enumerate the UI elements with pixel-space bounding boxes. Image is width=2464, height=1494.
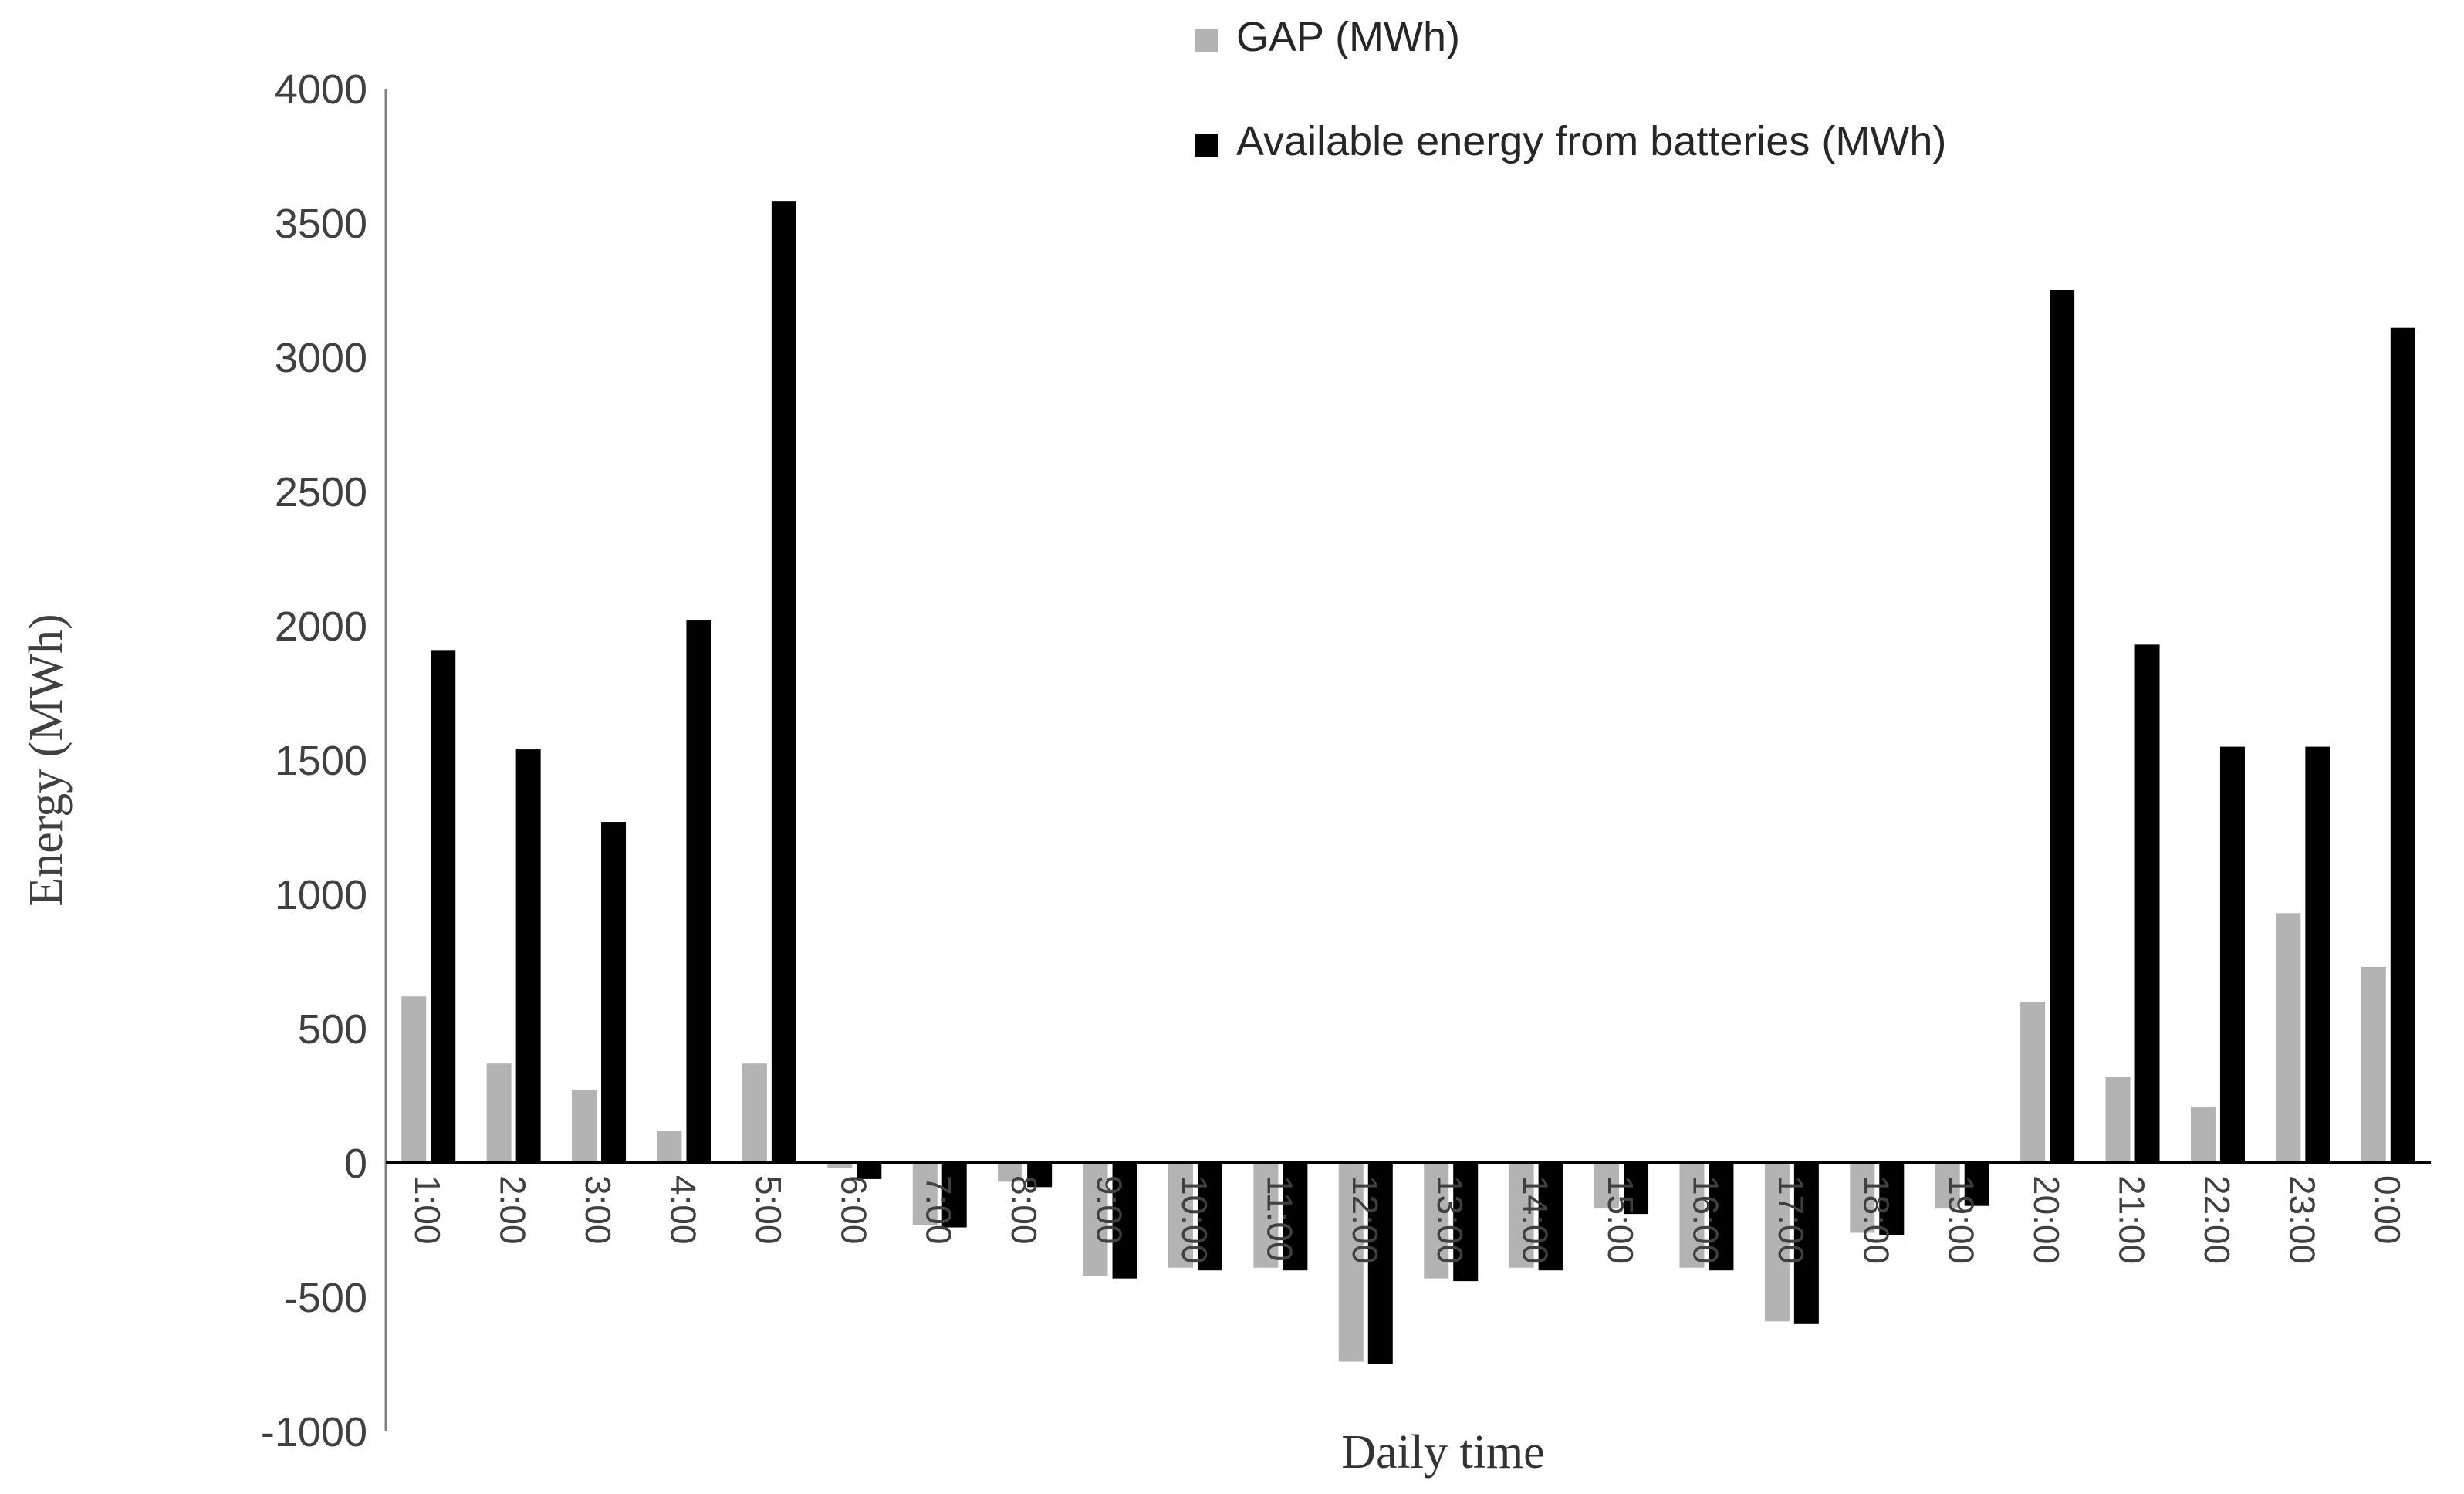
bar-battery-14:00	[1538, 1163, 1563, 1271]
bar-gap-1:00	[401, 996, 427, 1163]
bar-gap-10:00	[1168, 1163, 1193, 1268]
bar-gap-4:00	[657, 1131, 682, 1163]
bar-gap-22:00	[2190, 1106, 2216, 1163]
bar-battery-15:00	[1624, 1163, 1649, 1215]
bar-battery-10:00	[1197, 1163, 1222, 1271]
x-tick-label: 14:00	[1516, 1175, 1556, 1264]
bar-gap-21:00	[2105, 1077, 2131, 1163]
x-tick-label: 23:00	[2282, 1175, 2322, 1264]
bar-battery-19:00	[1964, 1163, 1989, 1206]
x-tick-label: 6:00	[833, 1175, 874, 1245]
bar-gap-7:00	[912, 1163, 938, 1225]
bar-battery-18:00	[1879, 1163, 1905, 1235]
bar-gap-23:00	[2276, 913, 2301, 1163]
x-tick-label: 22:00	[2197, 1175, 2237, 1264]
x-tick-label: 10:00	[1175, 1175, 1215, 1264]
bar-gap-3:00	[572, 1090, 597, 1163]
bar-battery-20:00	[2050, 290, 2075, 1163]
x-tick-label: 20:00	[2026, 1175, 2067, 1264]
x-tick-label: 1:00	[407, 1175, 448, 1245]
bar-battery-7:00	[941, 1163, 967, 1228]
bar-battery-3:00	[601, 822, 627, 1163]
bar-gap-11:00	[1253, 1163, 1279, 1268]
y-tick-label: 3500	[275, 201, 367, 247]
x-tick-label: 5:00	[749, 1175, 789, 1245]
y-tick-label: 1500	[275, 738, 367, 784]
x-tick-label: 12:00	[1345, 1175, 1385, 1264]
bar-battery-4:00	[686, 620, 711, 1163]
bar-battery-13:00	[1453, 1163, 1479, 1282]
bar-gap-17:00	[1764, 1163, 1790, 1322]
bar-battery-6:00	[857, 1163, 882, 1179]
bar-gap-16:00	[1679, 1163, 1705, 1268]
bar-gap-6:00	[827, 1163, 853, 1168]
x-tick-label: 4:00	[663, 1175, 703, 1245]
bar-gap-0:00	[2361, 966, 2386, 1163]
y-tick-label: 3000	[275, 335, 367, 381]
x-tick-label: 0:00	[2368, 1175, 2408, 1245]
bar-gap-13:00	[1424, 1163, 1449, 1279]
y-tick-label: 2000	[275, 603, 367, 650]
bar-gap-14:00	[1509, 1163, 1534, 1268]
y-tick-label: 4000	[275, 66, 367, 113]
legend-swatch-battery	[1195, 134, 1218, 157]
bar-battery-5:00	[771, 201, 796, 1163]
bar-gap-2:00	[486, 1063, 512, 1163]
bar-battery-8:00	[1027, 1163, 1053, 1188]
bar-gap-9:00	[1083, 1163, 1108, 1276]
bar-battery-11:00	[1283, 1163, 1308, 1271]
y-tick-label: 0	[344, 1141, 367, 1187]
bar-gap-20:00	[2020, 1002, 2046, 1163]
x-tick-label: 19:00	[1942, 1175, 1982, 1264]
bar-battery-2:00	[515, 749, 541, 1163]
x-axis-title: Daily time	[1341, 1426, 1544, 1479]
bar-battery-0:00	[2390, 327, 2415, 1164]
bar-battery-9:00	[1112, 1163, 1137, 1279]
x-tick-label: 13:00	[1430, 1175, 1470, 1264]
y-tick-label: 1000	[275, 872, 367, 918]
y-axis-title: Energy (MWh)	[20, 613, 73, 906]
bar-gap-5:00	[742, 1063, 767, 1163]
bar-battery-22:00	[2219, 746, 2245, 1163]
bar-battery-16:00	[1709, 1163, 1734, 1271]
bar-battery-17:00	[1793, 1163, 1819, 1324]
x-tick-label: 11:00	[1259, 1175, 1300, 1262]
x-tick-label: 18:00	[1856, 1175, 1896, 1264]
x-tick-label: 9:00	[1090, 1175, 1130, 1245]
bar-battery-23:00	[2305, 746, 2330, 1163]
legend-label-battery: Available energy from batteries (MWh)	[1236, 118, 1946, 164]
y-tick-label: 2500	[275, 469, 367, 515]
bar-battery-12:00	[1367, 1163, 1393, 1364]
y-tick-label: -500	[284, 1275, 367, 1321]
bar-battery-21:00	[2134, 644, 2160, 1163]
x-tick-label: 7:00	[919, 1175, 959, 1245]
x-tick-label: 3:00	[578, 1175, 618, 1245]
x-tick-label: 21:00	[2112, 1175, 2152, 1264]
legend-swatch-gap	[1195, 29, 1218, 52]
bar-gap-19:00	[1935, 1163, 1960, 1209]
bar-gap-12:00	[1338, 1163, 1364, 1362]
y-tick-label: 500	[298, 1006, 367, 1053]
bar-battery-1:00	[431, 650, 456, 1163]
x-tick-label: 16:00	[1685, 1175, 1725, 1264]
x-tick-label: 8:00	[1004, 1175, 1044, 1245]
bar-gap-8:00	[998, 1163, 1023, 1182]
bar-gap-15:00	[1594, 1163, 1620, 1209]
x-tick-label: 2:00	[493, 1175, 533, 1245]
legend-label-gap: GAP (MWh)	[1236, 14, 1460, 60]
x-tick-label: 17:00	[1771, 1175, 1811, 1264]
x-tick-label: 15:00	[1600, 1175, 1641, 1264]
y-tick-label: -1000	[261, 1409, 367, 1455]
bar-gap-18:00	[1850, 1163, 1875, 1233]
